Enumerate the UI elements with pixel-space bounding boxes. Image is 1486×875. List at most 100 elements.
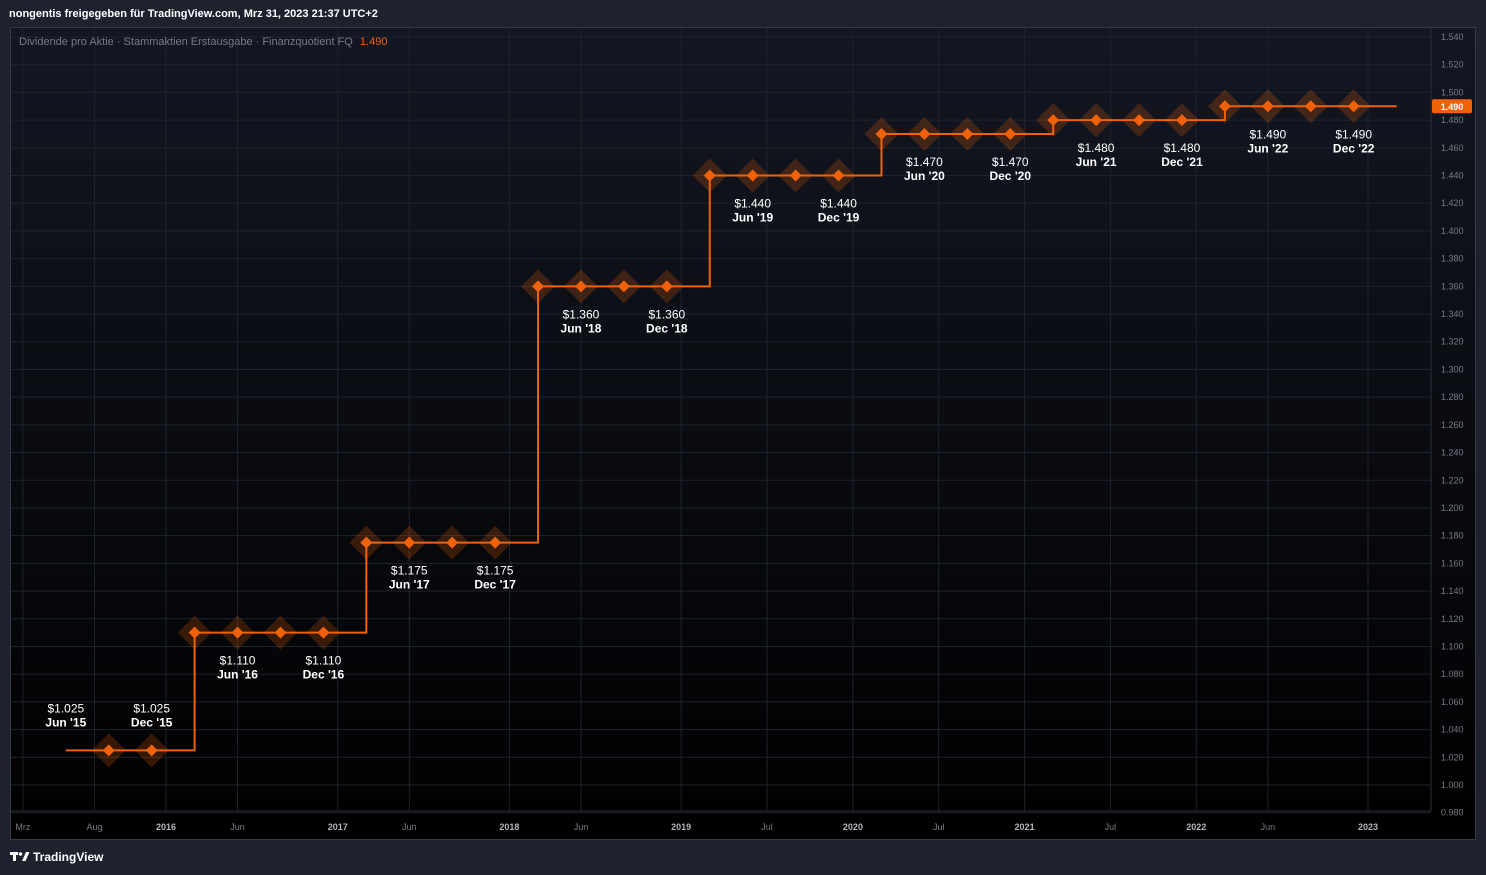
x-tick-label: Jul: [761, 822, 773, 832]
y-tick-label: 1.060: [1441, 697, 1464, 707]
x-tick-label: 2021: [1015, 822, 1035, 832]
annotation-value: $1.025: [47, 701, 84, 715]
annotation-value: $1.360: [648, 307, 685, 321]
annotation-value: $1.175: [477, 564, 514, 578]
y-tick-label: 1.040: [1441, 725, 1464, 735]
y-tick-label: 1.320: [1441, 337, 1464, 347]
annotation-value: $1.490: [1335, 127, 1372, 141]
annotation-period: Dec '15: [131, 715, 173, 729]
y-tick-label: 1.420: [1441, 198, 1464, 208]
annotation-period: Dec '18: [646, 321, 688, 335]
dividend-marker: [145, 744, 158, 757]
dividend-marker: [188, 626, 201, 639]
time-axis[interactable]: Mrz Aug 2016 Jun 2017 Jun 2018 Jun 2019 Jul 2020 Ju…: [11, 810, 1431, 832]
y-tick-label: 1.100: [1441, 641, 1464, 651]
chart-container[interactable]: $1.025 Jun '15 $1.025 Dec '15 $1.110 Jun '16 $…: [10, 27, 1476, 840]
annotation-value: $1.470: [906, 155, 943, 169]
y-tick-label: 1.400: [1441, 226, 1464, 236]
dividend-marker: [1175, 114, 1188, 127]
dividend-marker: [1347, 100, 1360, 113]
x-tick-label: 2020: [843, 822, 863, 832]
dividend-marker: [746, 169, 759, 182]
dividend-marker: [660, 280, 673, 293]
x-tick-label: 2018: [499, 822, 519, 832]
annotation-period: Jun '19: [732, 211, 773, 225]
y-tick-label: 1.380: [1441, 254, 1464, 264]
dividend-marker: [489, 536, 502, 549]
annotation-period: Jun '20: [904, 169, 945, 183]
annotation-period: Jun '21: [1076, 155, 1117, 169]
grid-lines: [11, 28, 1431, 814]
x-tick-label: 2023: [1358, 822, 1378, 832]
y-tick-label: 1.520: [1441, 60, 1464, 70]
dividend-marker: [1133, 114, 1146, 127]
y-tick-label: 1.300: [1441, 364, 1464, 374]
y-tick-label: 1.360: [1441, 281, 1464, 291]
price-axis[interactable]: 0.980 1.000 1.020 1.040 1.060 1.080 1.100 1.120…: [1430, 28, 1472, 818]
dividend-marker: [1090, 114, 1103, 127]
dividend-marker: [1261, 100, 1274, 113]
x-tick-label: Aug: [86, 822, 102, 832]
dividend-marker: [617, 280, 630, 293]
x-tick-label: Jun: [1261, 822, 1276, 832]
y-tick-label: 1.000: [1441, 780, 1464, 790]
annotation-period: Jun '18: [561, 321, 602, 335]
tradingview-logo[interactable]: TradingView: [10, 850, 103, 864]
dividend-marker: [1218, 100, 1231, 113]
chart-background: [11, 28, 1475, 839]
annotation-value: $1.440: [734, 197, 771, 211]
dividend-marker: [446, 536, 459, 549]
dividend-marker: [360, 536, 373, 549]
share-info-text: nongentis freigegeben für TradingView.co…: [9, 8, 378, 20]
dividend-markers: [91, 89, 1371, 768]
x-tick-label: 2016: [156, 822, 176, 832]
last-value-label: 1.490: [1441, 102, 1464, 112]
y-tick-label: 1.480: [1441, 115, 1464, 125]
chart-legend[interactable]: Dividende pro Aktie · Stammaktien Erstau…: [19, 36, 387, 48]
dividend-marker: [574, 280, 587, 293]
annotation-value: $1.440: [820, 197, 857, 211]
y-tick-label: 1.180: [1441, 531, 1464, 541]
dividend-marker: [703, 169, 716, 182]
legend-label: Dividende pro Aktie · Stammaktien Erstau…: [19, 36, 353, 48]
annotation-value: $1.110: [220, 654, 256, 668]
brand-name: TradingView: [33, 850, 104, 864]
y-tick-label: 1.340: [1441, 309, 1464, 319]
annotation-value: $1.480: [1078, 141, 1115, 155]
header-bar: nongentis freigegeben für TradingView.co…: [0, 0, 1486, 28]
annotation-period: Dec '20: [989, 169, 1031, 183]
dividend-marker: [532, 280, 545, 293]
annotation-period: Dec '16: [303, 668, 345, 682]
legend-value: 1.490: [359, 36, 388, 48]
dividend-marker: [102, 744, 115, 757]
annotation-period: Jun '22: [1247, 141, 1288, 155]
annotation-period: Jun '16: [217, 668, 258, 682]
y-tick-label: 1.200: [1441, 503, 1464, 513]
x-tick-label: Jun: [574, 822, 589, 832]
annotation-period: Dec '22: [1333, 141, 1375, 155]
y-tick-label: 1.280: [1441, 392, 1464, 402]
y-tick-label: 1.500: [1441, 87, 1464, 97]
y-tick-label: 1.540: [1441, 32, 1464, 42]
annotation-period: Dec '21: [1161, 155, 1203, 169]
dividend-marker: [403, 536, 416, 549]
x-tick-label: 2017: [328, 822, 348, 832]
dividend-marker: [832, 169, 845, 182]
annotation-value: $1.025: [133, 701, 170, 715]
dividend-marker: [1304, 100, 1317, 113]
y-tick-label: 1.140: [1441, 586, 1464, 596]
annotation-value: $1.360: [563, 307, 600, 321]
x-tick-label: Mrz: [15, 822, 30, 832]
y-tick-label: 1.220: [1441, 475, 1464, 485]
y-tick-label: 1.240: [1441, 448, 1464, 458]
y-tick-label: 1.260: [1441, 420, 1464, 430]
annotation-period: Jun '17: [389, 578, 430, 592]
y-tick-label: 1.440: [1441, 171, 1464, 181]
last-value-badge: [1432, 99, 1472, 114]
dividend-marker: [231, 626, 244, 639]
x-tick-label: Jun: [230, 822, 245, 832]
annotation-period: Dec '19: [818, 211, 860, 225]
x-tick-label: 2019: [671, 822, 691, 832]
dividend-marker: [1047, 114, 1060, 127]
